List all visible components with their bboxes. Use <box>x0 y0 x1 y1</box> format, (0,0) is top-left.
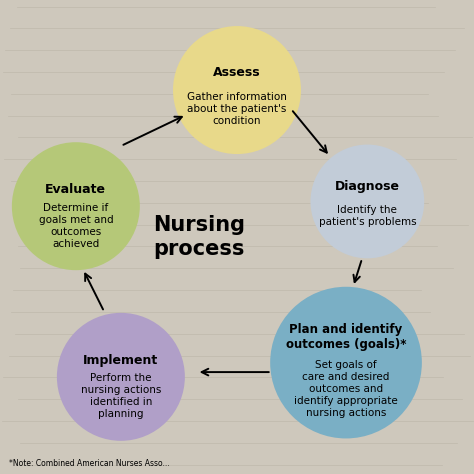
Circle shape <box>12 142 140 270</box>
Text: Perform the
nursing actions
identified in
planning: Perform the nursing actions identified i… <box>81 373 161 419</box>
Text: Nursing
process: Nursing process <box>153 215 245 259</box>
Text: Determine if
goals met and
outcomes
achieved: Determine if goals met and outcomes achi… <box>38 203 113 249</box>
Circle shape <box>57 313 185 441</box>
Text: Set goals of
care and desired
outcomes and
identify appropriate
nursing actions: Set goals of care and desired outcomes a… <box>294 360 398 418</box>
Text: Implement: Implement <box>83 354 158 367</box>
Text: Identify the
patient's problems: Identify the patient's problems <box>319 205 416 227</box>
Text: *Note: Combined American Nurses Asso...: *Note: Combined American Nurses Asso... <box>9 459 170 468</box>
Text: Gather information
about the patient's
condition: Gather information about the patient's c… <box>187 92 287 126</box>
Circle shape <box>270 287 422 438</box>
Circle shape <box>310 145 424 258</box>
Text: Plan and identify
outcomes (goals)*: Plan and identify outcomes (goals)* <box>286 322 406 351</box>
Circle shape <box>173 26 301 154</box>
Text: Diagnose: Diagnose <box>335 180 400 193</box>
Text: Evaluate: Evaluate <box>46 183 106 196</box>
Text: Assess: Assess <box>213 65 261 79</box>
